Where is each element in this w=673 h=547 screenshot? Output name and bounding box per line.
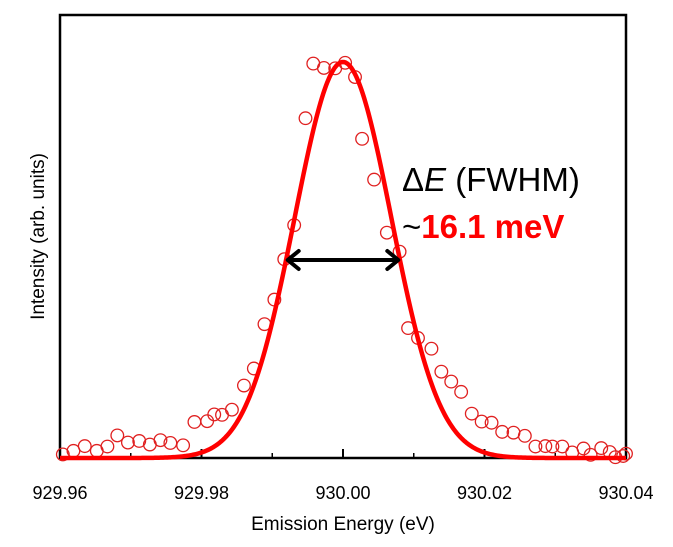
fwhm-text: (FWHM) <box>446 161 580 198</box>
data-point <box>355 131 370 146</box>
data-point <box>176 438 191 453</box>
data-point <box>506 425 521 440</box>
fwhm-arrow-head-right <box>385 249 401 271</box>
data-point <box>464 406 479 421</box>
data-point <box>224 402 239 417</box>
data-point <box>517 428 532 443</box>
fwhm-arrow-head-left <box>285 249 301 271</box>
data-point <box>55 447 70 462</box>
x-tick-label: 929.98 <box>174 483 229 503</box>
data-point <box>474 414 489 429</box>
data-point <box>444 374 459 389</box>
gaussian-fit-line <box>59 59 627 461</box>
data-point <box>367 172 382 187</box>
x-tick-label: 930.02 <box>457 483 512 503</box>
data-point <box>484 415 499 430</box>
fwhm-value: 16.1 meV <box>421 208 564 245</box>
data-point <box>187 415 202 429</box>
data-point <box>594 441 609 456</box>
y-axis-title: Intensity (arb. units) <box>28 153 49 320</box>
data-point <box>100 439 115 454</box>
x-tick-label: 930.04 <box>598 483 653 503</box>
data-point <box>120 435 135 450</box>
data-point <box>153 433 168 448</box>
data-point <box>316 60 331 75</box>
approx-symbol: ~ <box>402 208 421 245</box>
x-tick-label: 929.96 <box>32 483 87 503</box>
x-axis: 929.96 929.98 930.00 930.02 930.04 <box>32 449 654 503</box>
x-axis-title: Emission Energy (eV) <box>251 514 435 535</box>
data-point <box>528 439 543 454</box>
data-point <box>454 384 469 399</box>
data-point <box>77 439 92 454</box>
energy-symbol: E <box>424 161 447 198</box>
data-point <box>545 439 560 454</box>
fwhm-label: ΔE (FWHM) <box>402 161 580 198</box>
delta-symbol: Δ <box>402 161 424 198</box>
data-point <box>434 364 449 379</box>
data-point <box>236 378 251 393</box>
data-point <box>538 439 553 454</box>
x-tick-label: 930.00 <box>315 483 370 503</box>
data-point <box>424 341 439 356</box>
data-point <box>200 414 215 429</box>
data-point <box>110 428 125 443</box>
data-point <box>132 434 147 448</box>
fwhm-value-label: ~16.1 meV <box>402 208 564 245</box>
data-points <box>55 55 633 465</box>
fwhm-arrow <box>285 249 401 271</box>
data-point <box>215 407 229 422</box>
data-point <box>583 447 598 462</box>
data-point <box>495 424 510 439</box>
data-point <box>298 111 313 126</box>
data-point <box>207 407 222 422</box>
